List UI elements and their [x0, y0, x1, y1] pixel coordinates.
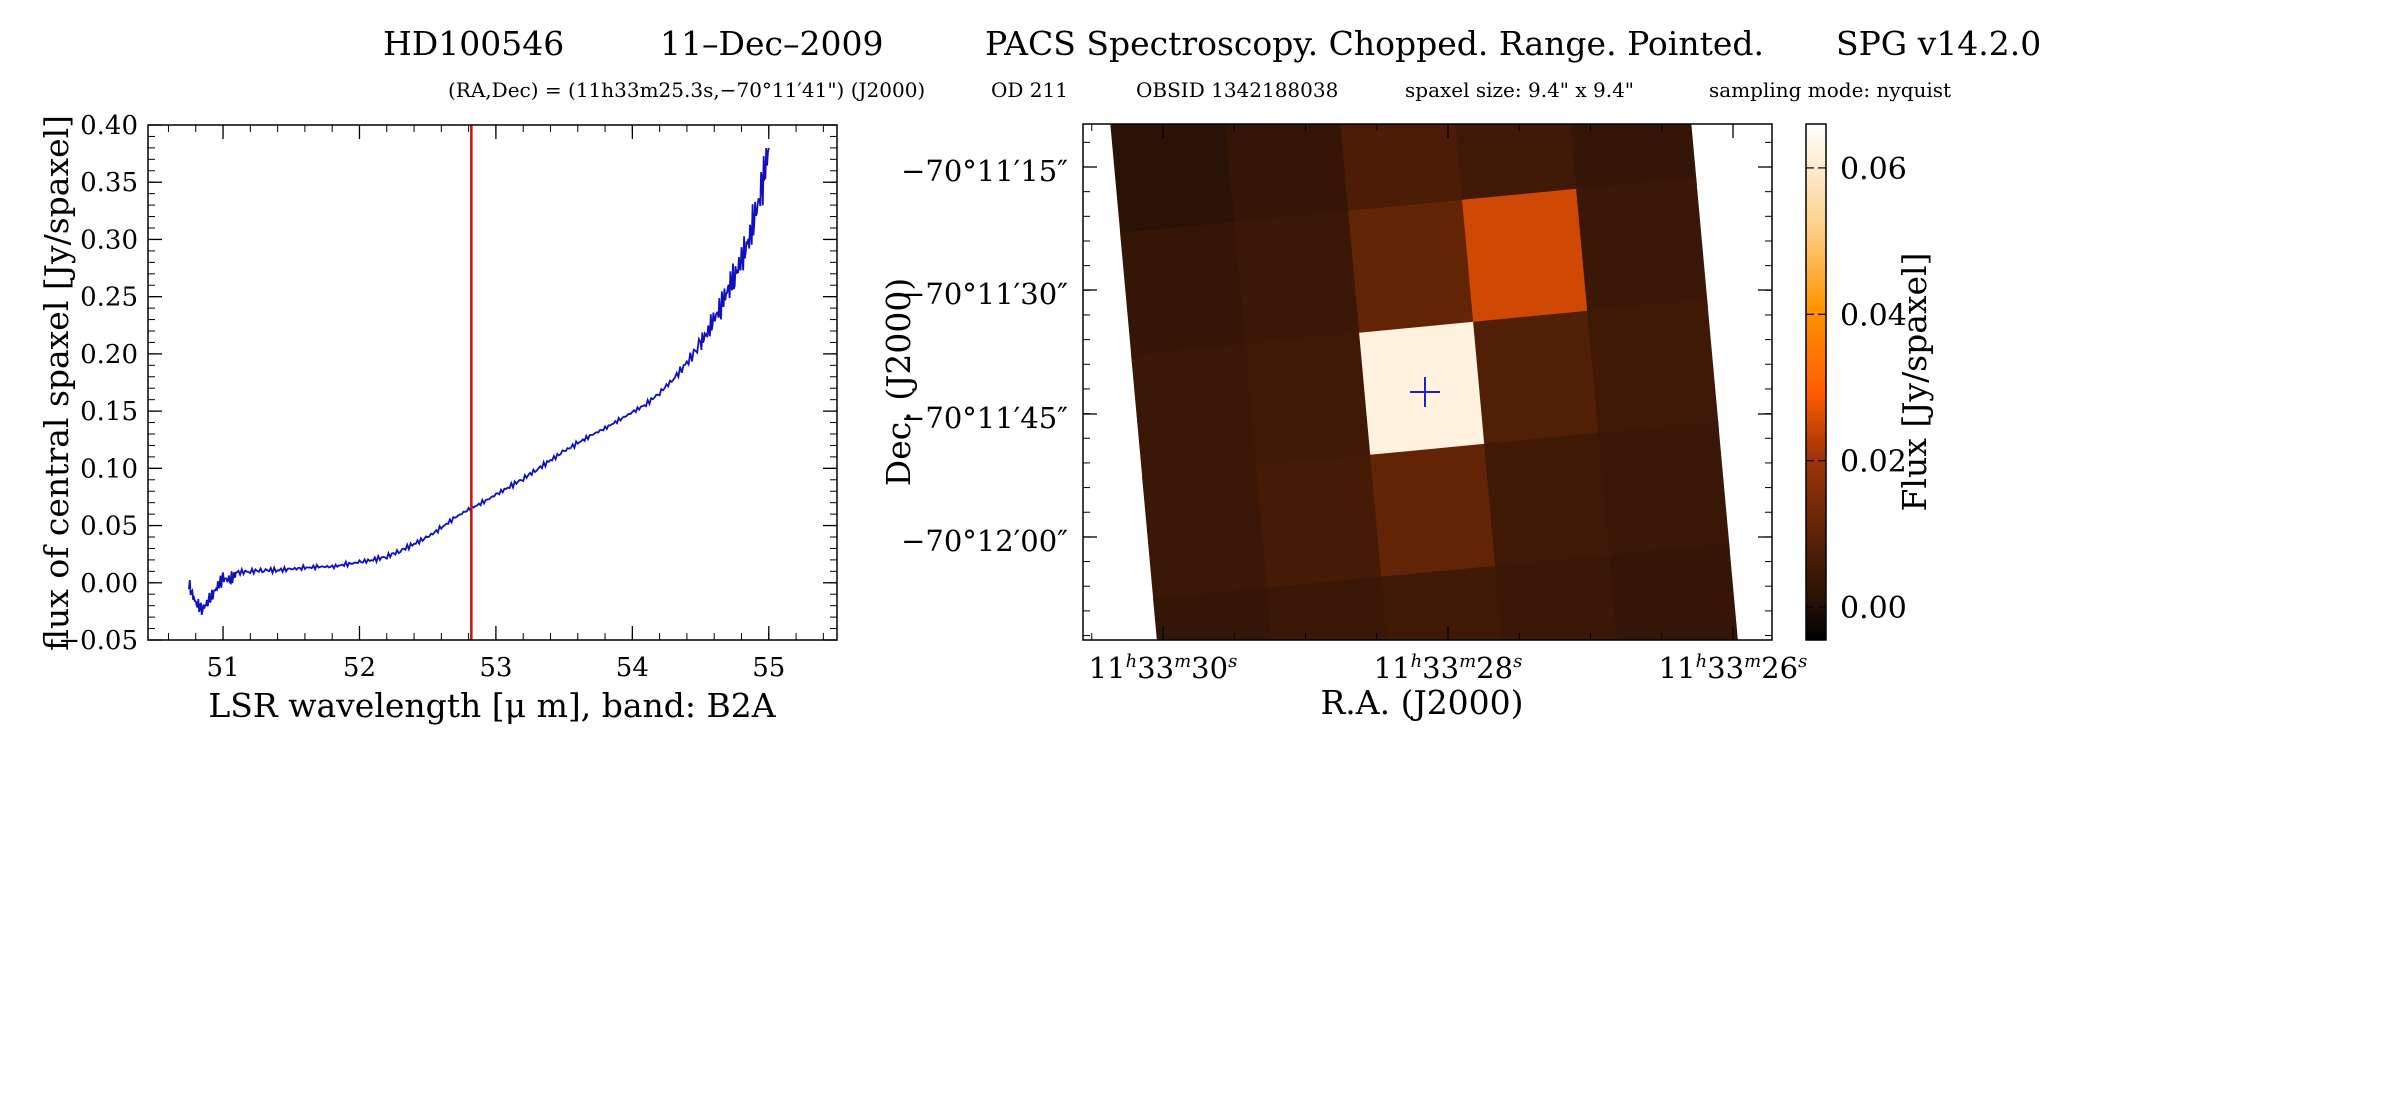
- spaxel-cell: [1267, 576, 1393, 640]
- spectrum-y-tick-label: −0.05: [58, 626, 138, 656]
- spaxel-cell: [1570, 124, 1697, 197]
- map-y-tick-label: −70°11′15″: [901, 154, 1068, 188]
- spectrum-plot-frame: [147, 124, 838, 641]
- spaxel-cell: [1609, 543, 1738, 640]
- spaxel-cell: [1131, 343, 1263, 485]
- operational-day: OD 211: [991, 78, 1068, 102]
- spaxel-cell: [1225, 124, 1355, 230]
- spaxel-cell: [1256, 454, 1388, 596]
- map-plot-frame: [1082, 123, 1773, 641]
- map-x-tick-label: 11h​33m​30s​: [1089, 651, 1238, 685]
- pipeline-version: SPG v14.2.0: [1836, 24, 2041, 63]
- spaxel-cell: [1462, 188, 1594, 330]
- spaxel-cell: [1340, 124, 1469, 219]
- spectrum-y-tick-label: 0.30: [80, 225, 138, 255]
- spectrum-y-tick-label: 0.25: [80, 283, 138, 313]
- spaxel-cell: [1348, 199, 1480, 341]
- spectrum-x-tick-label: 54: [616, 653, 649, 683]
- map-x-axis-label: R.A. (J2000): [1320, 683, 1523, 722]
- spectrum-x-axis-label: LSR wavelength [μ m], band: B2A: [208, 686, 776, 725]
- spaxel-cell: [1245, 332, 1377, 474]
- spectrum-y-axis-label: flux of central spaxel [Jy/spaxel]: [37, 115, 76, 651]
- spaxel-cell: [1142, 465, 1274, 607]
- spaxel-cell: [1495, 554, 1623, 640]
- spectrum-y-tick-label: 0.00: [80, 569, 138, 599]
- map-ticks: [1083, 124, 1772, 640]
- spectrum-chart: 51 52 53 54 55 −0.05 0.00 0.05 0.10 0.15 0.20 0.25…: [37, 111, 838, 725]
- map-y-tick-label: −70°12′00″: [901, 524, 1068, 558]
- spectrum-y-tick-label: 0.10: [80, 454, 138, 484]
- colorbar-tick-label: 0.04: [1840, 298, 1907, 333]
- observation-id: OBSID 1342188038: [1136, 78, 1338, 102]
- spectrum-x-tick-label: 51: [206, 653, 239, 683]
- map-y-axis-label: Dec. (J2000): [879, 278, 918, 486]
- spaxel-size: spaxel size: 9.4" x 9.4": [1405, 78, 1634, 102]
- spectrum-series-line: [188, 147, 770, 615]
- map-x-tick-label: 11h​33m​28s​: [1374, 651, 1523, 685]
- colorbar-tick-label: 0.06: [1840, 152, 1907, 187]
- spaxel-cell: [1598, 421, 1730, 563]
- observing-mode: PACS Spectroscopy. Chopped. Range. Point…: [985, 24, 1764, 63]
- sampling-mode: sampling mode: nyquist: [1709, 78, 1951, 102]
- colorbar-label: Flux [Jy/spaxel]: [1895, 253, 1934, 512]
- spectrum-y-tick-label: 0.20: [80, 340, 138, 370]
- colorbar-gradient: [1805, 123, 1827, 641]
- spectrum-y-tick-labels: −0.05 0.00 0.05 0.10 0.15 0.20 0.25 0.30 0.35 0.4…: [58, 111, 138, 656]
- spectrum-y-tick-label: 0.40: [80, 111, 138, 141]
- object-name: HD100546: [383, 24, 564, 63]
- observation-date: 11–Dec–2009: [660, 24, 883, 63]
- colorbar-ticks: 0.00 0.02 0.04 0.06: [1806, 152, 1907, 626]
- map-y-tick-label: −70°11′45″: [901, 401, 1068, 435]
- spectrum-x-tick-labels: 51 52 53 54 55: [206, 653, 785, 683]
- spaxel-cell: [1484, 432, 1616, 574]
- spectrum-x-tick-label: 55: [752, 653, 785, 683]
- target-coordinates: (RA,Dec) = (11h33m25.3s,−70°11′41") (J20…: [448, 78, 925, 102]
- map-y-tick-label: −70°11′30″: [901, 277, 1068, 311]
- spaxel-map: −70°11′15″ −70°11′30″ −70°11′45″ −70°12′…: [879, 123, 1808, 722]
- spaxel-cell: [1120, 221, 1252, 363]
- map-x-tick-label: 11h​33m​26s​: [1659, 651, 1808, 685]
- spaxel-cell: [1370, 443, 1502, 585]
- colorbar: 0.00 0.02 0.04 0.06 Flux [Jy/spaxel]: [1805, 123, 1934, 641]
- spectrum-ticks: [148, 124, 837, 641]
- spaxel-cell: [1110, 124, 1241, 241]
- spaxel-cell: [1455, 124, 1583, 208]
- colorbar-tick-label: 0.02: [1840, 445, 1907, 480]
- spectrum-y-tick-label: 0.35: [80, 168, 138, 198]
- spaxel-cell: [1234, 210, 1366, 352]
- spectrum-y-tick-label: 0.15: [80, 397, 138, 427]
- spectrum-x-tick-label: 52: [343, 653, 376, 683]
- spectrum-y-tick-label: 0.05: [80, 512, 138, 542]
- spaxel-cell: [1576, 177, 1708, 319]
- spectrum-x-tick-label: 53: [479, 653, 512, 683]
- spaxel-grid: [1110, 124, 1738, 640]
- colorbar-tick-label: 0.00: [1840, 591, 1907, 626]
- spaxel-cell: [1153, 587, 1278, 640]
- spaxel-cell: [1473, 310, 1605, 452]
- map-x-tick-labels: 11h​33m​30s​ 11h​33m​28s​ 11h​33m​26s​: [1089, 651, 1808, 685]
- header: HD100546 11–Dec–2009 PACS Spectroscopy. …: [383, 24, 2041, 102]
- center-cross-icon: [1410, 377, 1440, 407]
- spaxel-cell: [1587, 299, 1719, 441]
- spaxel-cell: [1381, 565, 1508, 640]
